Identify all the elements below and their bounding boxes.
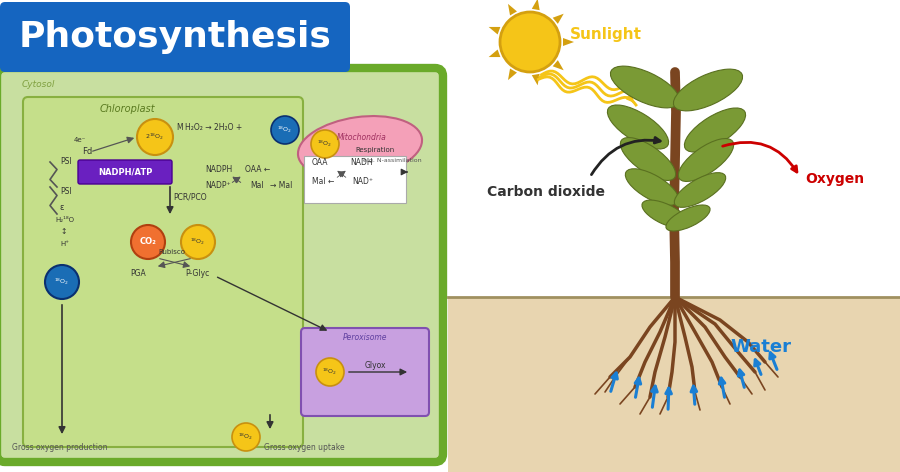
- Ellipse shape: [620, 137, 676, 180]
- Text: Fd: Fd: [82, 147, 92, 156]
- Text: Peroxisome: Peroxisome: [343, 333, 387, 342]
- Polygon shape: [532, 0, 540, 10]
- Text: PCR/PCO: PCR/PCO: [173, 193, 207, 202]
- Ellipse shape: [673, 69, 742, 111]
- Text: $^{18}$O$_2$: $^{18}$O$_2$: [191, 237, 205, 247]
- Text: Sunlight: Sunlight: [570, 27, 642, 42]
- Bar: [448, 0, 900, 472]
- Polygon shape: [508, 68, 517, 80]
- Text: → Mal: → Mal: [270, 181, 292, 190]
- Text: NADPH: NADPH: [205, 165, 232, 174]
- Text: NADPH/ATP: NADPH/ATP: [98, 168, 152, 177]
- Text: $^{18}$O$_2$: $^{18}$O$_2$: [277, 125, 292, 135]
- Ellipse shape: [626, 169, 679, 205]
- Text: P-Glyc: P-Glyc: [185, 269, 209, 278]
- Circle shape: [45, 265, 79, 299]
- Circle shape: [181, 225, 215, 259]
- Text: $^{18}$O$_2$: $^{18}$O$_2$: [55, 277, 69, 287]
- Ellipse shape: [666, 205, 710, 231]
- Text: PSI: PSI: [60, 157, 72, 166]
- Ellipse shape: [608, 105, 669, 149]
- Text: H⁺: H⁺: [60, 241, 69, 247]
- Polygon shape: [489, 50, 500, 57]
- Ellipse shape: [684, 108, 745, 152]
- Text: e.g. N-assimilation: e.g. N-assimilation: [364, 158, 422, 163]
- FancyBboxPatch shape: [0, 68, 443, 462]
- FancyBboxPatch shape: [0, 2, 350, 72]
- Text: Photosynthesis: Photosynthesis: [19, 20, 331, 54]
- Text: PGA: PGA: [130, 269, 146, 278]
- Circle shape: [271, 116, 299, 144]
- Text: Mal: Mal: [250, 181, 264, 190]
- Text: Carbon dioxide: Carbon dioxide: [487, 185, 605, 199]
- Text: Glyox: Glyox: [364, 361, 386, 370]
- Text: Chloroplast: Chloroplast: [100, 104, 156, 114]
- Polygon shape: [563, 38, 574, 46]
- Polygon shape: [489, 27, 500, 34]
- Text: PSI: PSI: [60, 187, 72, 196]
- Polygon shape: [508, 4, 517, 16]
- Polygon shape: [553, 60, 563, 70]
- Text: Oxygen: Oxygen: [805, 172, 864, 186]
- Text: $^{18}$O$_2$: $^{18}$O$_2$: [322, 367, 338, 377]
- Text: NADP⁺: NADP⁺: [205, 181, 230, 190]
- Polygon shape: [532, 74, 540, 85]
- Circle shape: [500, 12, 560, 72]
- Text: $^{18}$O$_2$: $^{18}$O$_2$: [238, 432, 254, 442]
- Ellipse shape: [674, 173, 725, 207]
- Text: OAA ←: OAA ←: [245, 165, 270, 174]
- Circle shape: [232, 423, 260, 451]
- Text: H₂¹⁸O: H₂¹⁸O: [55, 217, 74, 223]
- Text: Rubisco: Rubisco: [158, 249, 185, 255]
- Circle shape: [137, 119, 173, 155]
- Text: $2^{18}$O$_2$: $2^{18}$O$_2$: [146, 132, 165, 142]
- Bar: [448, 297, 900, 472]
- FancyBboxPatch shape: [301, 328, 429, 416]
- Circle shape: [311, 130, 339, 158]
- FancyBboxPatch shape: [23, 97, 303, 447]
- Text: 4e⁻: 4e⁻: [74, 137, 86, 143]
- Text: CO₂: CO₂: [140, 237, 157, 246]
- Text: NAD⁺: NAD⁺: [352, 177, 373, 186]
- Text: Cytosol: Cytosol: [22, 80, 56, 89]
- Text: Gross oxygen uptake: Gross oxygen uptake: [264, 443, 345, 452]
- Text: H₂O₂ → 2H₂O +: H₂O₂ → 2H₂O +: [185, 123, 242, 132]
- Circle shape: [131, 225, 165, 259]
- Polygon shape: [553, 14, 563, 24]
- Text: $^{18}$O$_2$: $^{18}$O$_2$: [318, 139, 332, 149]
- FancyBboxPatch shape: [78, 160, 172, 184]
- Text: ε: ε: [60, 203, 65, 212]
- Text: OAA: OAA: [312, 158, 328, 167]
- Ellipse shape: [679, 138, 734, 181]
- Text: Water: Water: [730, 338, 791, 356]
- Text: Respiration: Respiration: [356, 147, 394, 153]
- Ellipse shape: [642, 200, 688, 228]
- FancyBboxPatch shape: [304, 156, 406, 203]
- Text: Gross oxygen production: Gross oxygen production: [12, 443, 107, 452]
- Text: Mal ←: Mal ←: [312, 177, 335, 186]
- Ellipse shape: [610, 66, 680, 108]
- Text: M: M: [176, 123, 183, 132]
- Text: Mitochondria: Mitochondria: [338, 133, 387, 142]
- Text: NADH: NADH: [350, 158, 373, 167]
- Ellipse shape: [298, 116, 422, 178]
- Circle shape: [316, 358, 344, 386]
- Text: ↕: ↕: [60, 227, 67, 236]
